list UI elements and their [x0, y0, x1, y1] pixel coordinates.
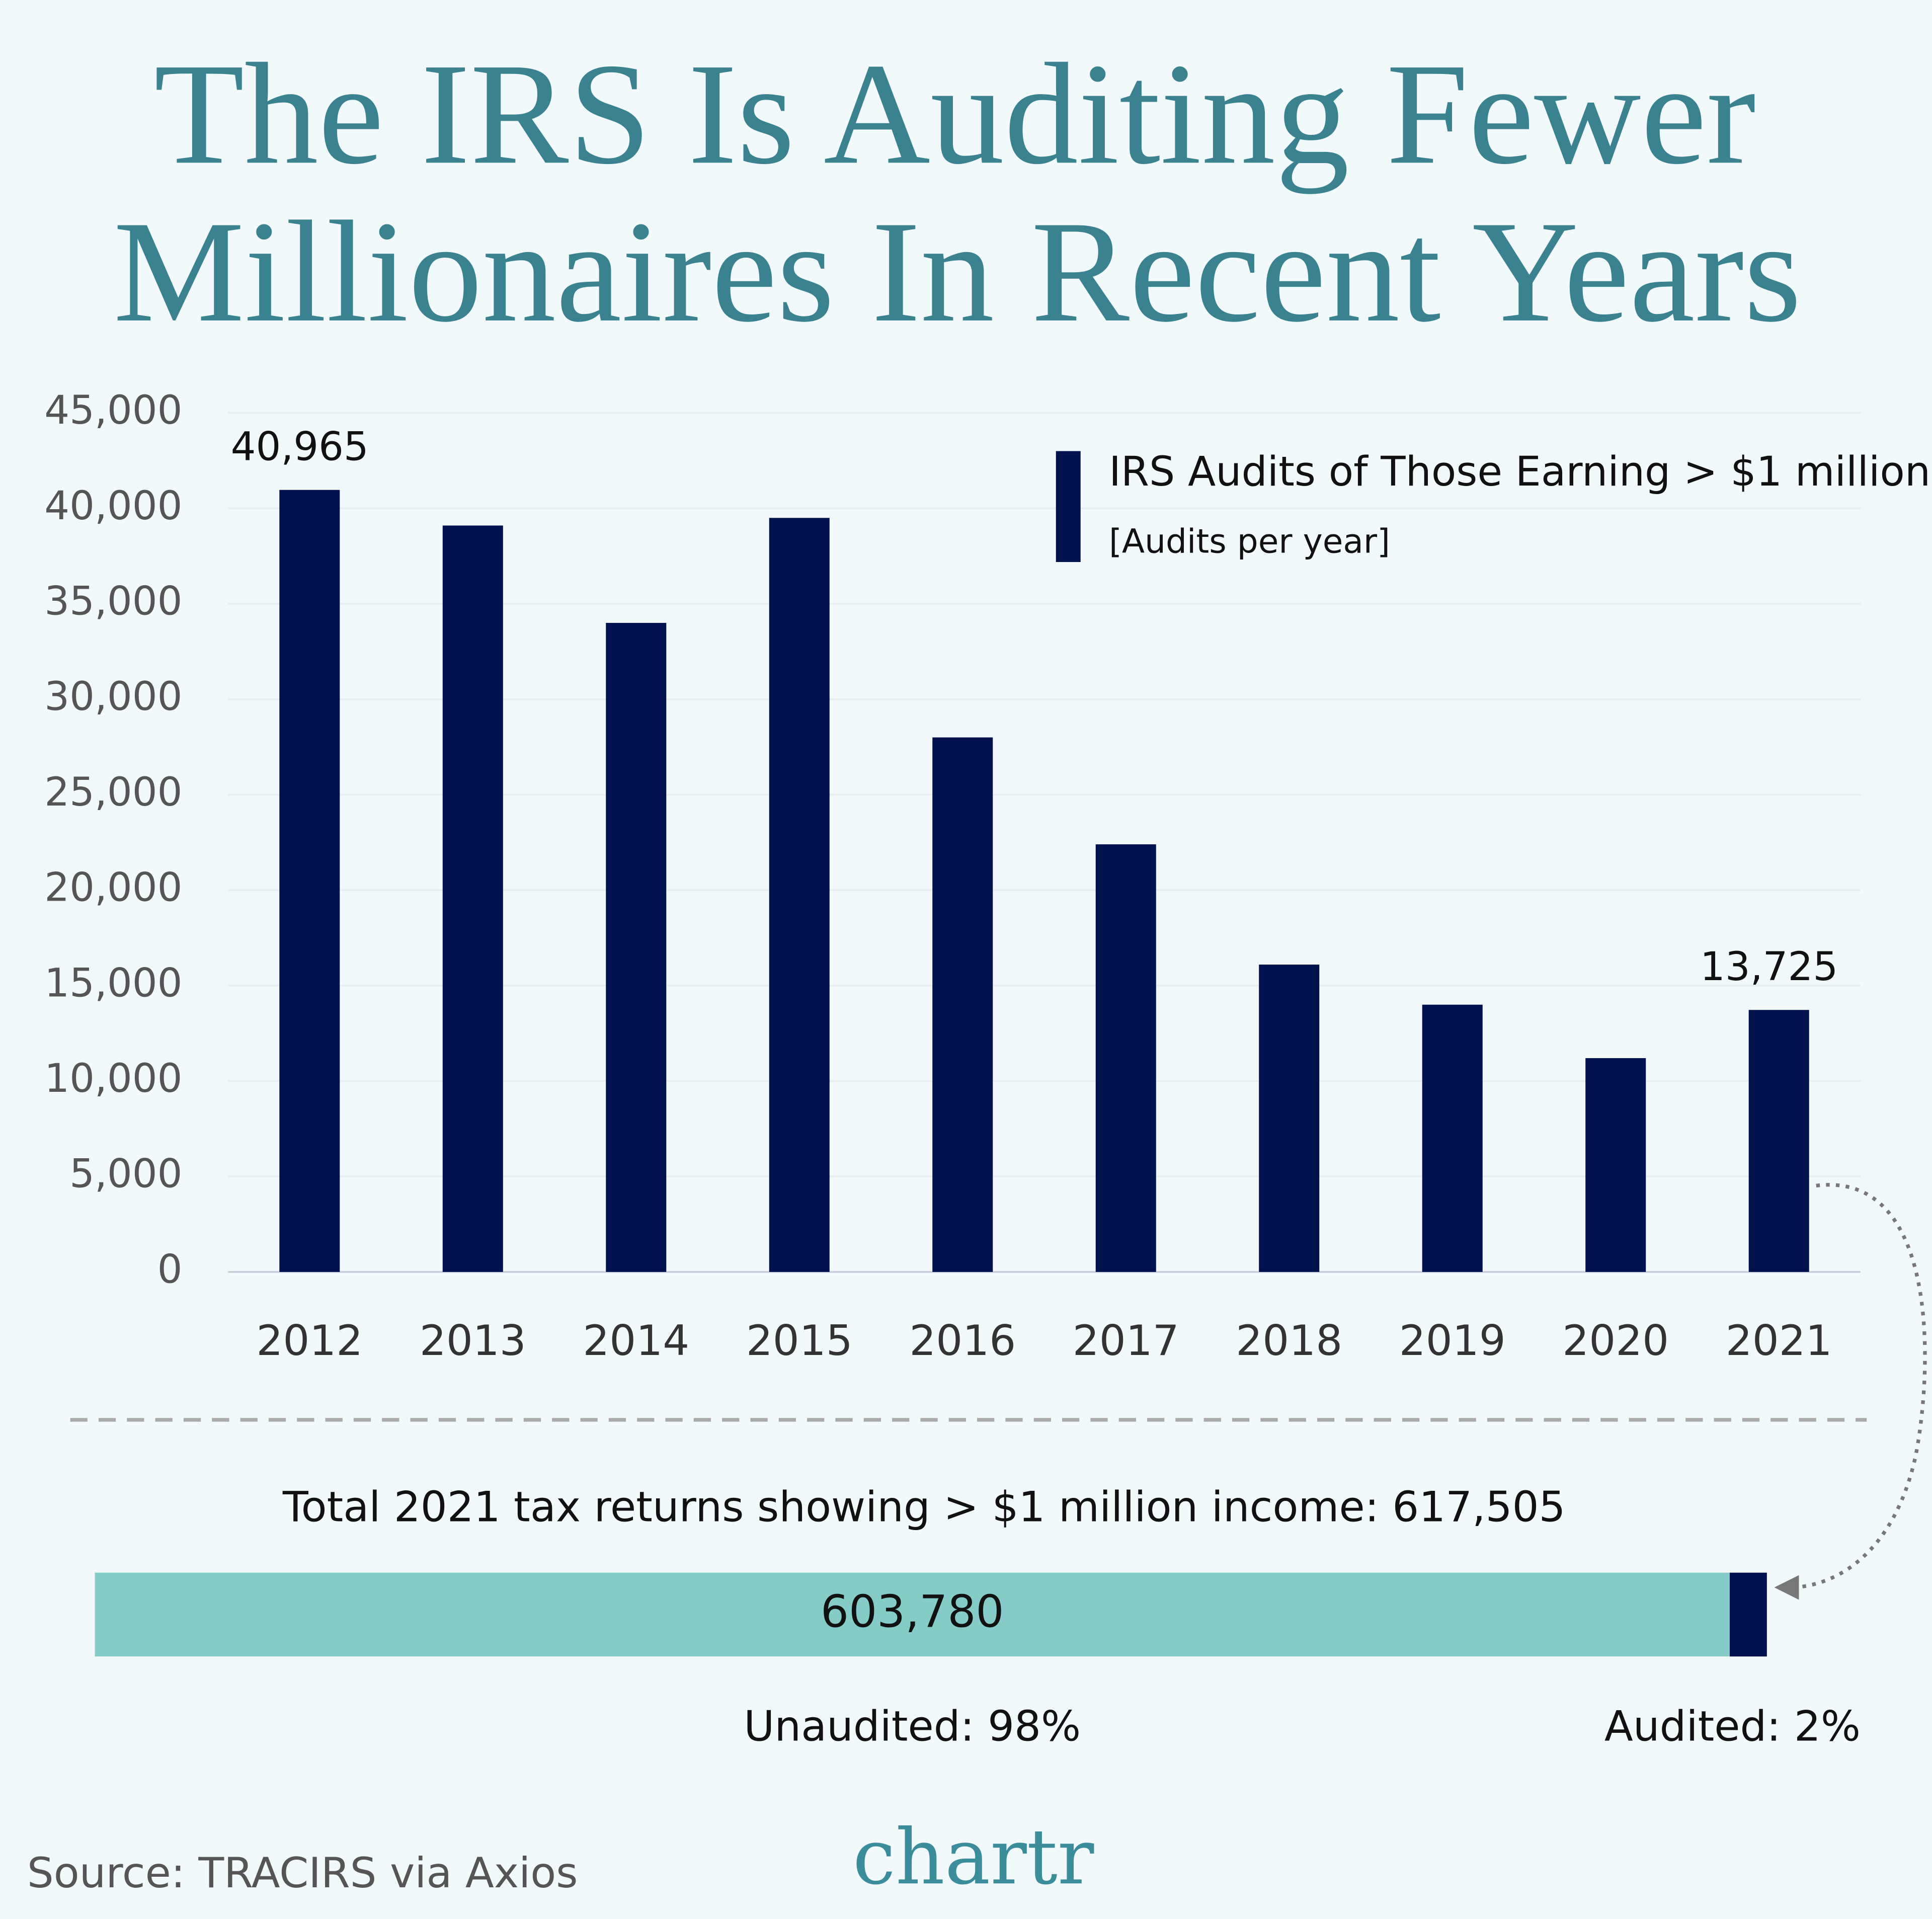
bar: [1422, 1004, 1483, 1272]
bar: [1585, 1058, 1646, 1272]
bar: [442, 525, 503, 1272]
x-tick-label: 2015: [746, 1316, 853, 1365]
y-tick-label: 30,000: [44, 674, 182, 719]
chart-subtitle: Total 2021 tax returns showing > $1 mill…: [282, 1483, 1566, 1532]
chart-title: The IRS Is Auditing Fewer: [154, 33, 1756, 194]
y-tick-label: 35,000: [44, 578, 182, 624]
x-tick-label: 2018: [1236, 1316, 1342, 1365]
bar: [1095, 844, 1156, 1272]
legend-label: IRS Audits of Those Earning > $1 million: [1109, 448, 1930, 496]
chart-title: Millionaires In Recent Years: [113, 191, 1801, 352]
bar: [1259, 965, 1320, 1272]
y-tick-label: 0: [157, 1246, 183, 1292]
y-tick-label: 25,000: [44, 769, 182, 815]
connector-arrow: [1794, 1183, 1927, 1589]
y-tick-label: 10,000: [44, 1056, 182, 1101]
y-tick-label: 20,000: [44, 865, 182, 911]
bar: [932, 737, 993, 1272]
bar: [1748, 1010, 1809, 1272]
x-tick-label: 2019: [1399, 1316, 1506, 1365]
segment-label: Audited: 2%: [1604, 1702, 1861, 1751]
legend-swatch: [1056, 451, 1081, 563]
arrow-head: [1774, 1575, 1799, 1600]
y-tick-label: 45,000: [44, 387, 182, 433]
bar: [279, 490, 340, 1272]
logo: chartr: [853, 1812, 1094, 1901]
y-tick-label: 40,000: [44, 483, 182, 529]
data-label: 603,780: [821, 1585, 1004, 1637]
x-tick-label: 2021: [1726, 1316, 1832, 1365]
y-tick-label: 15,000: [44, 960, 182, 1006]
unit-label: [Audits per year]: [1109, 522, 1390, 561]
x-tick-label: 2016: [909, 1316, 1016, 1365]
x-tick-label: 2012: [256, 1316, 363, 1365]
x-tick-label: 2020: [1562, 1316, 1669, 1365]
bar-segment: [1729, 1572, 1767, 1657]
x-tick-label: 2014: [583, 1316, 689, 1365]
bar: [606, 622, 667, 1272]
data-label: 40,965: [231, 424, 369, 469]
bar-segment: [95, 1572, 1730, 1657]
segment-label: Unaudited: 98%: [744, 1702, 1081, 1751]
bar: [769, 518, 830, 1272]
data-label: 13,725: [1700, 944, 1838, 990]
x-tick-label: 2013: [420, 1316, 526, 1365]
source: Source: TRACIRS via Axios: [27, 1849, 578, 1897]
y-tick-label: 5,000: [69, 1151, 182, 1197]
x-tick-label: 2017: [1073, 1316, 1179, 1365]
